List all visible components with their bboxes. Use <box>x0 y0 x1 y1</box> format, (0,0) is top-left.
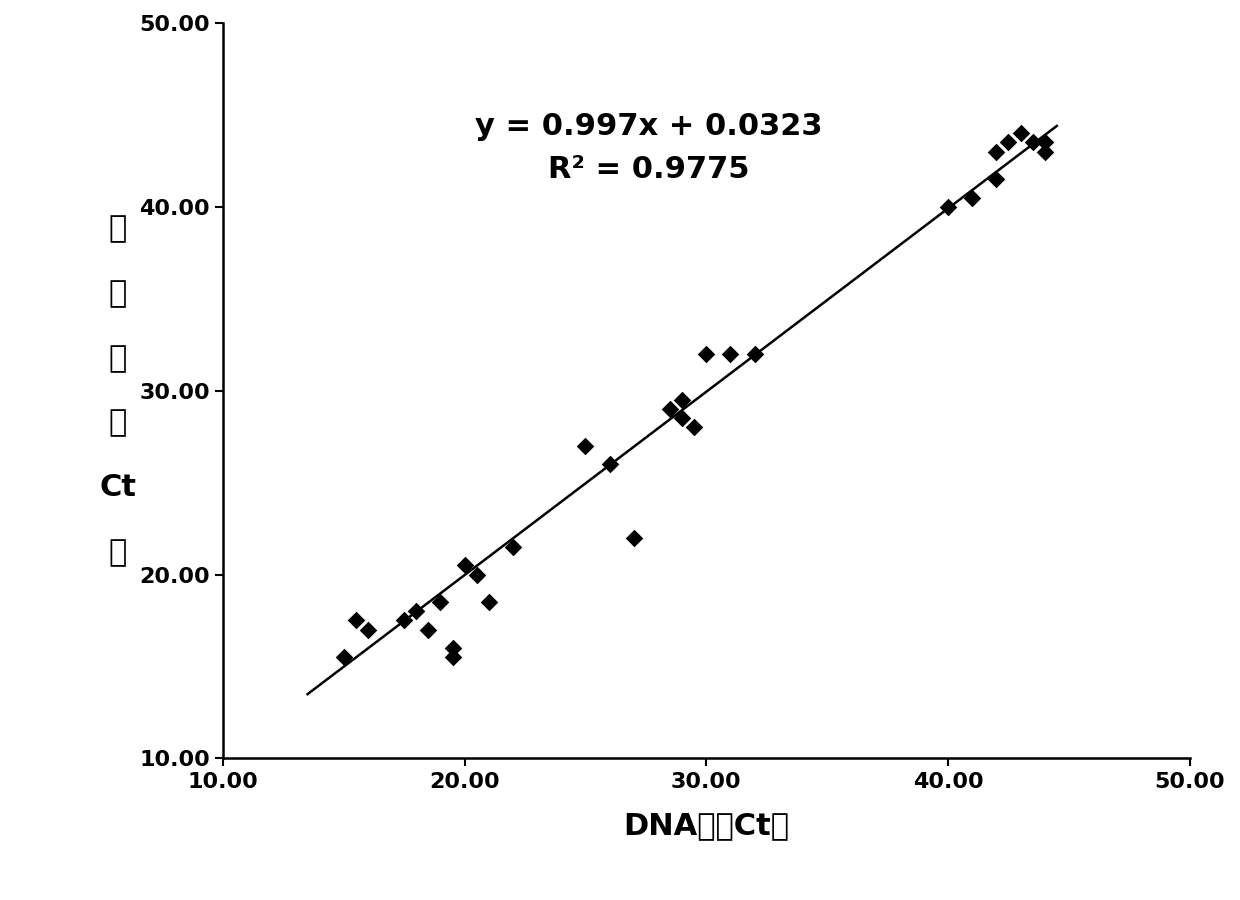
Point <box>745 346 765 361</box>
Point <box>418 623 438 637</box>
Point <box>998 135 1018 149</box>
Point <box>986 172 1006 186</box>
Point <box>660 402 680 417</box>
Point <box>346 613 366 627</box>
Point <box>466 567 486 581</box>
Point <box>720 346 740 361</box>
Text: 血: 血 <box>108 279 126 308</box>
Point <box>575 438 595 453</box>
Point <box>443 641 463 655</box>
Point <box>986 145 1006 159</box>
Text: 样: 样 <box>108 344 126 373</box>
Point <box>1023 135 1043 149</box>
Point <box>672 411 692 426</box>
Point <box>684 420 704 435</box>
Point <box>1011 126 1030 140</box>
Point <box>1034 145 1054 159</box>
Point <box>407 604 427 618</box>
Point <box>1034 135 1054 149</box>
Point <box>672 392 692 407</box>
Point <box>443 650 463 664</box>
Text: Ct: Ct <box>99 473 136 502</box>
Point <box>962 191 982 205</box>
X-axis label: DNA样本Ct値: DNA样本Ct値 <box>624 811 790 840</box>
Point <box>430 595 450 609</box>
Point <box>334 650 353 664</box>
Point <box>939 200 959 214</box>
Point <box>600 457 620 472</box>
Point <box>455 558 475 572</box>
Point <box>503 540 523 554</box>
Text: 値: 値 <box>108 538 126 567</box>
Point <box>394 613 414 627</box>
Point <box>697 346 717 361</box>
Point <box>479 595 498 609</box>
Point <box>358 623 378 637</box>
Text: 本: 本 <box>108 409 126 437</box>
Text: 全: 全 <box>108 214 126 243</box>
Text: y = 0.997x + 0.0323
R² = 0.9775: y = 0.997x + 0.0323 R² = 0.9775 <box>475 112 822 184</box>
Point <box>624 531 644 545</box>
